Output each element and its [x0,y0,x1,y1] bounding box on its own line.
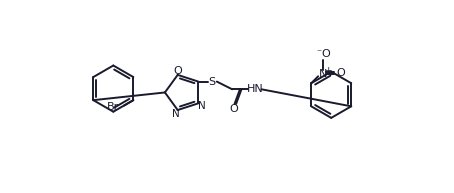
Text: N: N [172,109,180,119]
Text: O: O [229,104,238,114]
Text: O: O [173,66,182,76]
Text: Br: Br [107,102,119,112]
Text: S: S [209,77,216,87]
Text: N: N [319,69,327,79]
Text: O: O [336,68,345,78]
Text: +: + [324,66,331,75]
Text: ⁻: ⁻ [316,48,321,58]
Text: HN: HN [247,84,264,94]
Text: O: O [321,49,330,59]
Text: N: N [198,101,206,111]
